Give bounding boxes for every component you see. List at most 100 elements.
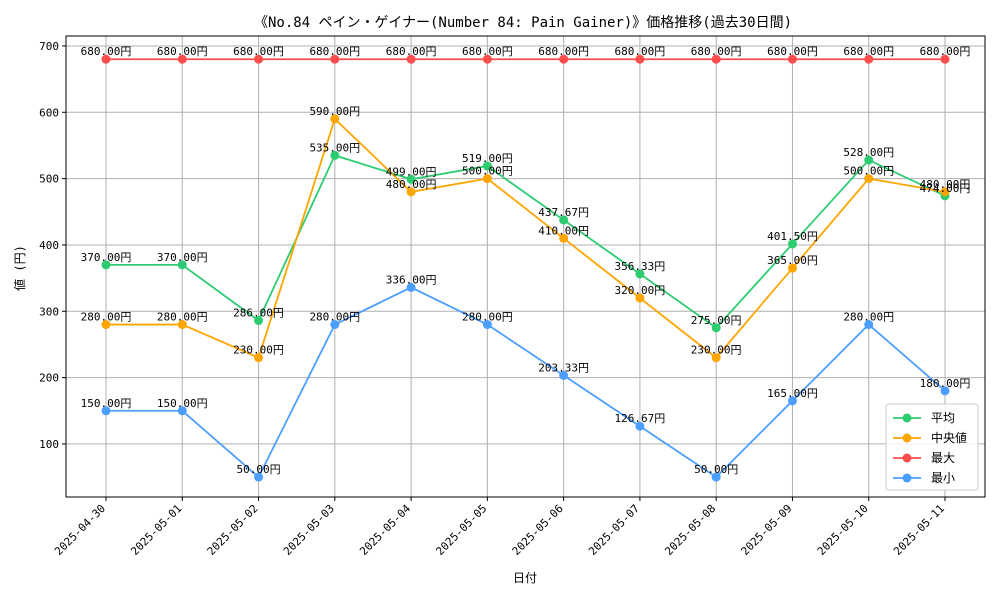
legend-marker xyxy=(902,473,912,483)
data-point xyxy=(787,239,797,249)
legend-label: 最小 xyxy=(931,471,955,485)
data-point xyxy=(635,54,645,64)
data-point xyxy=(940,386,950,396)
data-label: 500.00円 xyxy=(462,165,513,178)
data-label: 480.00円 xyxy=(386,178,437,191)
data-point xyxy=(787,54,797,64)
data-point xyxy=(711,353,721,363)
data-point xyxy=(101,406,111,416)
data-label: 680.00円 xyxy=(386,45,437,58)
data-point xyxy=(559,54,569,64)
data-point xyxy=(787,263,797,273)
y-tick-label: 500 xyxy=(39,173,59,186)
data-label: 370.00円 xyxy=(81,251,132,264)
data-label: 680.00円 xyxy=(538,45,589,58)
data-label: 365.00円 xyxy=(767,254,818,267)
data-label: 474.00円 xyxy=(920,182,971,195)
data-point xyxy=(406,282,416,292)
series-layer xyxy=(101,54,950,482)
data-point xyxy=(101,54,111,64)
data-point xyxy=(406,187,416,197)
data-point xyxy=(101,260,111,270)
grid-layer xyxy=(66,36,985,497)
data-point xyxy=(406,54,416,64)
data-label: 680.00円 xyxy=(767,45,818,58)
data-label: 680.00円 xyxy=(462,45,513,58)
data-point xyxy=(787,396,797,406)
data-point xyxy=(406,174,416,184)
legend-label: 最大 xyxy=(931,451,955,465)
legend-box xyxy=(885,403,979,491)
data-label: 280.00円 xyxy=(157,311,208,324)
data-label: 437.67円 xyxy=(538,206,589,219)
data-label: 203.33円 xyxy=(538,361,589,374)
data-label: 165.00円 xyxy=(767,387,818,400)
data-label: 150.00円 xyxy=(81,397,132,410)
legend-label: 中央値 xyxy=(931,430,967,445)
legend-marker xyxy=(902,453,912,463)
data-point xyxy=(482,54,492,64)
data-label: 410.00円 xyxy=(538,224,589,237)
data-label: 275.00円 xyxy=(691,314,742,327)
data-point xyxy=(330,54,340,64)
y-tick-label: 100 xyxy=(39,438,59,451)
data-label: 680.00円 xyxy=(233,45,284,58)
data-point xyxy=(177,406,187,416)
data-point xyxy=(254,472,264,482)
data-point xyxy=(711,323,721,333)
data-label: 519.00円 xyxy=(462,152,513,165)
x-axis-label: 日付 xyxy=(513,571,537,585)
data-point xyxy=(254,353,264,363)
data-point xyxy=(177,260,187,270)
data-label: 680.00円 xyxy=(615,45,666,58)
data-point xyxy=(635,293,645,303)
data-label: 680.00円 xyxy=(157,45,208,58)
data-point xyxy=(330,150,340,160)
data-label: 680.00円 xyxy=(843,45,894,58)
data-point xyxy=(330,114,340,124)
data-point xyxy=(864,320,874,330)
data-label: 680.00円 xyxy=(81,45,132,58)
data-point xyxy=(254,54,264,64)
y-tick-label: 600 xyxy=(39,106,59,119)
data-point xyxy=(177,54,187,64)
data-label-layer: 370.00円 370.00円 286.00円 535.00円 499.00円 519.0… xyxy=(81,45,971,476)
data-label: 499.00円 xyxy=(386,165,437,178)
data-point xyxy=(330,320,340,330)
data-point xyxy=(559,370,569,380)
y-tick-label: 400 xyxy=(39,239,59,252)
data-label: 280.00円 xyxy=(309,311,360,324)
data-point xyxy=(482,161,492,171)
data-label: 126.67円 xyxy=(615,412,666,425)
data-point xyxy=(940,187,950,197)
legend-label: 平均 xyxy=(931,411,955,425)
y-tick-label: 700 xyxy=(39,40,59,53)
data-label: 528.00円 xyxy=(843,146,894,159)
data-label: 336.00円 xyxy=(386,273,437,286)
data-point xyxy=(254,316,264,326)
data-label: 230.00円 xyxy=(233,344,284,357)
data-point xyxy=(559,233,569,243)
data-label: 280.00円 xyxy=(843,311,894,324)
data-label: 280.00円 xyxy=(462,311,513,324)
data-point xyxy=(559,215,569,225)
data-label: 535.00円 xyxy=(309,141,360,154)
data-label: 50.00円 xyxy=(236,463,280,476)
y-axis-ticks: 100 200 300 400 500 600 700 xyxy=(39,40,66,451)
series-line xyxy=(106,154,946,330)
y-tick-label: 300 xyxy=(39,305,59,318)
data-label: 401.50円 xyxy=(767,230,818,243)
data-point xyxy=(101,320,111,330)
data-point xyxy=(635,269,645,279)
data-label: 680.00円 xyxy=(691,45,742,58)
data-label: 480.00円 xyxy=(920,178,971,191)
data-point xyxy=(177,320,187,330)
data-point xyxy=(711,54,721,64)
data-point xyxy=(864,54,874,64)
data-label: 590.00円 xyxy=(309,105,360,118)
data-label: 500.00円 xyxy=(843,165,894,178)
data-label: 280.00円 xyxy=(81,311,132,324)
